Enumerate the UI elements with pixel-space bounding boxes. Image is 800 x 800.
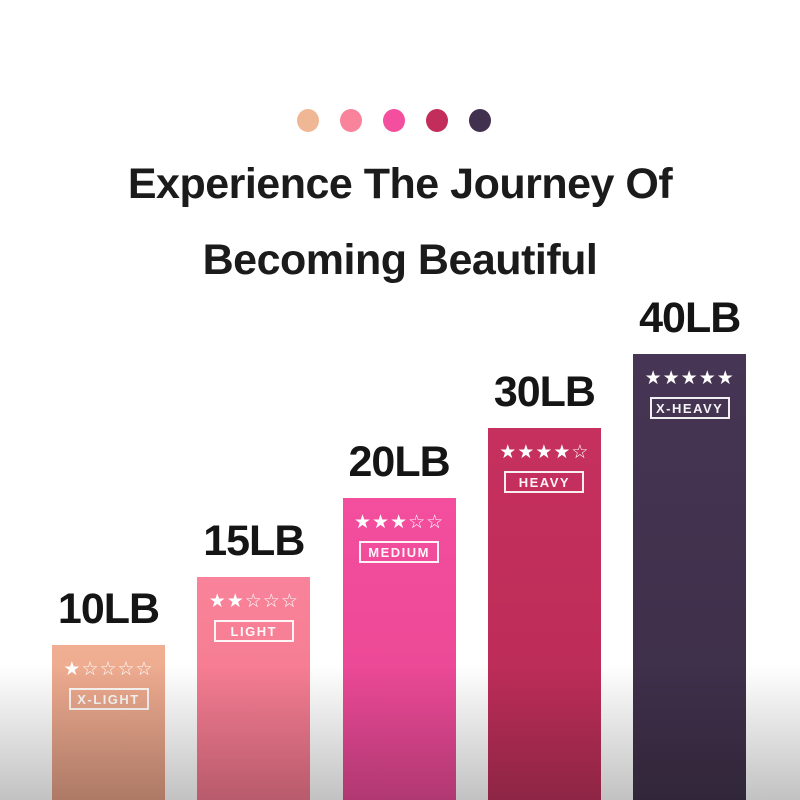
- band-column: 20LB ★★★☆☆ MEDIUM: [342, 441, 456, 800]
- band-level-label: X-LIGHT: [77, 691, 140, 707]
- band-level-label: MEDIUM: [368, 544, 430, 560]
- palette-dot: [469, 109, 491, 132]
- band-bar: ★★★★★ X-HEAVY: [633, 354, 747, 800]
- star-rating-icon: ★★★★★: [644, 367, 735, 389]
- band-level-badge: LIGHT: [213, 620, 294, 642]
- band-column: 30LB ★★★★☆ HEAVY: [487, 371, 601, 800]
- palette-dots: [297, 109, 491, 132]
- band-level-badge: HEAVY: [504, 471, 585, 493]
- band-level-badge: MEDIUM: [359, 541, 440, 563]
- star-rating-icon: ★★★☆☆: [354, 511, 445, 533]
- band-weight-label: 15LB: [203, 517, 305, 565]
- star-rating-icon: ★☆☆☆☆: [63, 658, 154, 680]
- star-rating-icon: ★★★★☆: [499, 441, 590, 463]
- palette-dot: [340, 109, 362, 132]
- band-bar: ★★☆☆☆ LIGHT: [197, 577, 311, 800]
- title-line-2: Becoming Beautiful: [202, 236, 598, 284]
- band-level-label: LIGHT: [230, 623, 278, 639]
- band-column: 15LB ★★☆☆☆ LIGHT: [197, 520, 311, 800]
- band-level-label: X-HEAVY: [656, 400, 724, 416]
- band-level-badge: X-LIGHT: [68, 688, 149, 710]
- band-weight-label: 40LB: [639, 294, 741, 342]
- star-rating-icon: ★★☆☆☆: [208, 590, 299, 612]
- palette-dot: [383, 109, 405, 132]
- page-title: Experience The Journey Of Becoming Beaut…: [0, 146, 800, 298]
- palette-dot: [297, 109, 319, 132]
- band-weight-label: 20LB: [348, 438, 451, 486]
- band-column: 40LB ★★★★★ X-HEAVY: [633, 297, 747, 800]
- band-column: 10LB ★☆☆☆☆ X-LIGHT: [52, 588, 165, 800]
- band-bar: ★★★☆☆ MEDIUM: [342, 498, 456, 800]
- title-line-1: Experience The Journey Of: [127, 160, 673, 208]
- band-level-label: HEAVY: [518, 474, 571, 490]
- band-weight-label: 10LB: [57, 585, 160, 633]
- palette-dot: [426, 109, 448, 132]
- band-bar: ★☆☆☆☆ X-LIGHT: [52, 645, 165, 800]
- band-bar: ★★★★☆ HEAVY: [487, 428, 601, 800]
- band-level-badge: X-HEAVY: [649, 397, 730, 419]
- band-weight-label: 30LB: [493, 368, 596, 416]
